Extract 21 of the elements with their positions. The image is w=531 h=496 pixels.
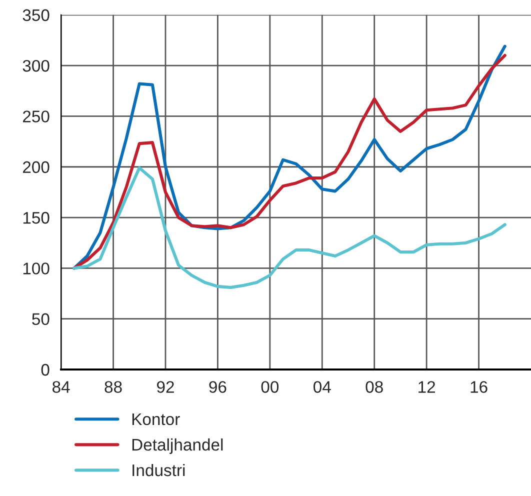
y-tick-label: 50 xyxy=(32,313,50,326)
y-tick-label: 250 xyxy=(22,110,50,122)
y-tick-label: 350 xyxy=(22,9,50,22)
line-series xyxy=(72,166,506,289)
x-tick-label: 96 xyxy=(209,381,226,393)
legend-label: Kontor xyxy=(132,414,180,426)
legend-label: Industri xyxy=(132,464,185,476)
y-tick-label: 0 xyxy=(41,364,50,376)
y-tick-label: 150 xyxy=(23,212,50,224)
x-tick-label: 08 xyxy=(366,381,383,393)
x-tick-label: 00 xyxy=(261,381,279,393)
x-tick-label: 12 xyxy=(418,381,436,393)
x-tick-label: 92 xyxy=(157,381,174,393)
x-tick-label: 84 xyxy=(52,381,70,393)
x-tick-label: 16 xyxy=(470,381,488,393)
y-tick-label: 300 xyxy=(22,60,50,72)
y-tick-label: 100 xyxy=(23,262,50,274)
y-tick-label: 200 xyxy=(22,161,50,174)
legend-label: Detaljhandel xyxy=(132,438,223,454)
x-tick-label: 04 xyxy=(314,381,331,393)
x-tick-label: 88 xyxy=(104,381,122,393)
